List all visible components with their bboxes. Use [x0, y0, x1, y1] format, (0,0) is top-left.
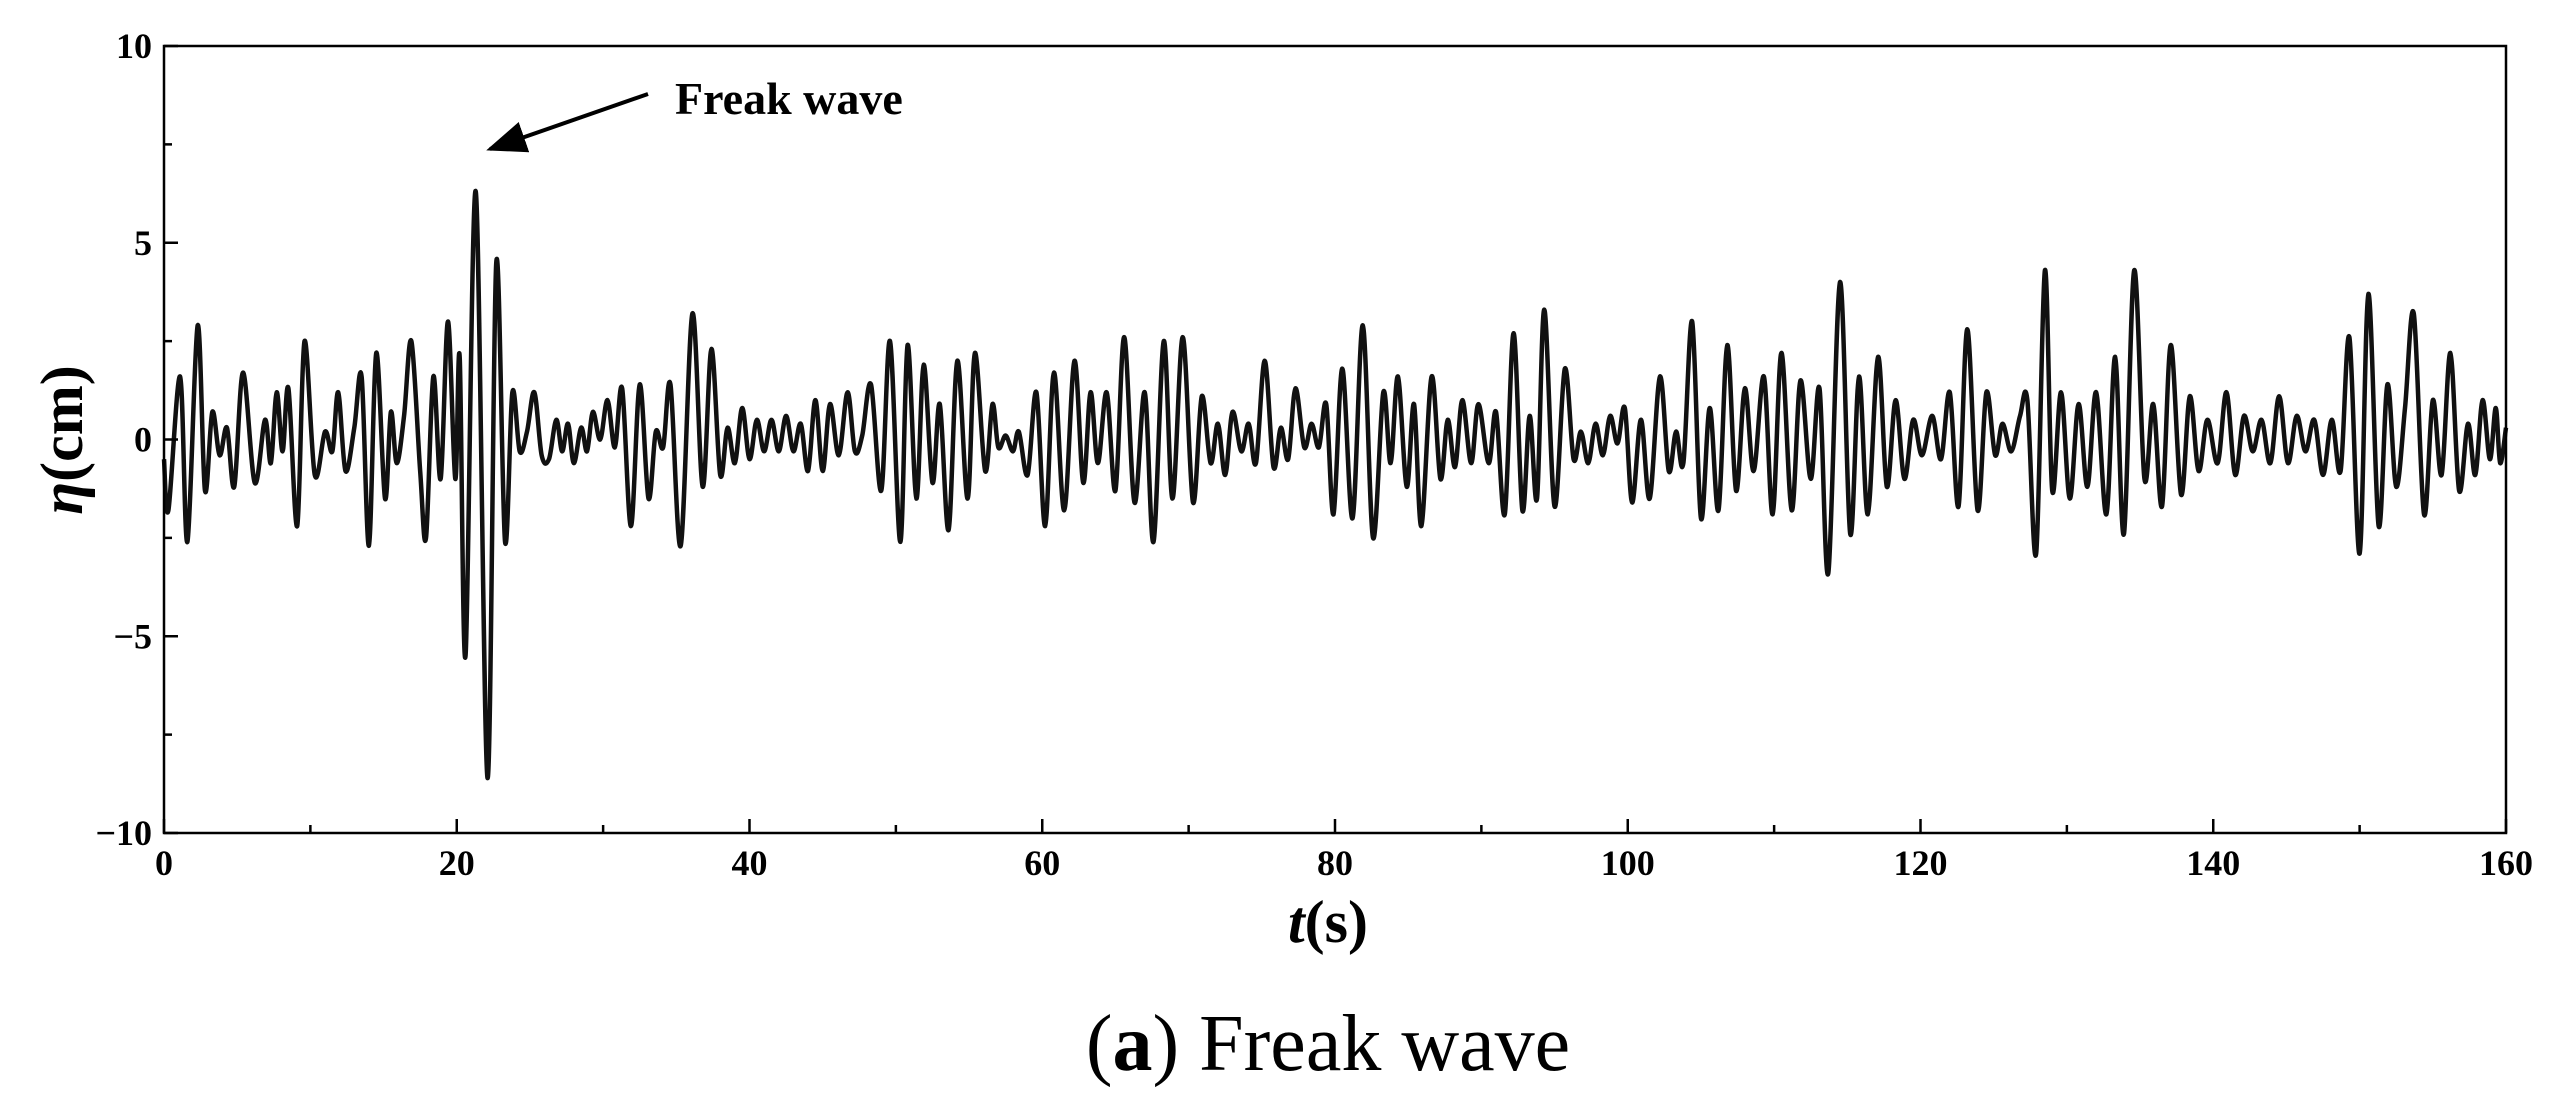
y-label-symbol: η: [29, 482, 95, 515]
caption-letter: a: [1113, 1000, 1153, 1088]
x-tick-label: 140: [2186, 843, 2240, 883]
y-tick-label: 0: [134, 420, 152, 460]
caption: (a) Freak wave: [1086, 1000, 1570, 1088]
y-label-unit: (cm): [29, 365, 95, 482]
y-tick-label: −5: [113, 616, 152, 656]
caption-open: (: [1086, 1000, 1113, 1088]
x-label-unit: (s): [1305, 889, 1368, 955]
annotation-arrow: [486, 92, 649, 153]
wave-line: [161, 189, 2509, 781]
y-tick-label: 5: [134, 223, 152, 263]
x-tick-label: 160: [2479, 843, 2533, 883]
x-axis-label: t(s): [1288, 889, 1368, 955]
x-tick-label: 120: [1894, 843, 1948, 883]
x-label-symbol: t: [1288, 889, 1307, 955]
x-tick-label: 60: [1024, 843, 1060, 883]
annotation: Freak wave: [675, 73, 903, 124]
caption-text: ) Freak wave: [1153, 1000, 1571, 1088]
x-tick-label: 100: [1601, 843, 1655, 883]
y-tick-label: −10: [95, 813, 152, 853]
x-tick-label: 80: [1317, 843, 1353, 883]
x-tick-label: 20: [439, 843, 475, 883]
x-tick-label: 40: [732, 843, 768, 883]
y-tick-label: 10: [116, 26, 152, 66]
x-tick-label: 0: [155, 843, 173, 883]
y-axis-label: η(cm): [29, 365, 95, 515]
